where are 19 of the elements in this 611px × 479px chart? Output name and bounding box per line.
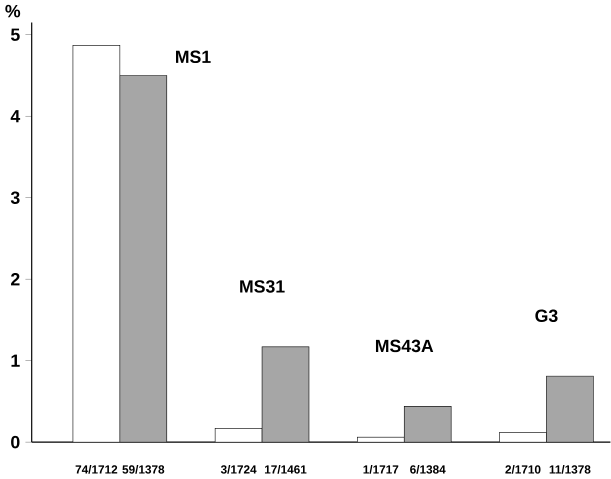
data-label: 2/1710	[505, 465, 540, 474]
annotation: MS43A	[376, 340, 434, 352]
annotation: MS31	[240, 280, 285, 293]
data-label: 3/1724	[220, 465, 257, 474]
y-axis-title: %	[5, 5, 20, 18]
y-tick-label: 3	[10, 192, 20, 204]
y-tick-label: 1	[12, 354, 20, 367]
y-tick-label: 0	[11, 436, 20, 449]
y-tick-label: 5	[10, 28, 20, 42]
y-tick-label: 4	[10, 110, 20, 122]
y-tick-label: 2	[11, 273, 20, 286]
annotation: G3	[535, 310, 558, 322]
annotation: MS1	[176, 50, 211, 64]
data-label: 11/1378	[550, 465, 590, 474]
data-label: 74/1712	[76, 465, 118, 474]
data-label: 17/1461	[264, 465, 306, 474]
data-label: 1/1717	[364, 465, 398, 474]
data-label: 6/1384	[410, 465, 446, 474]
data-label: 59/1378	[122, 465, 164, 474]
